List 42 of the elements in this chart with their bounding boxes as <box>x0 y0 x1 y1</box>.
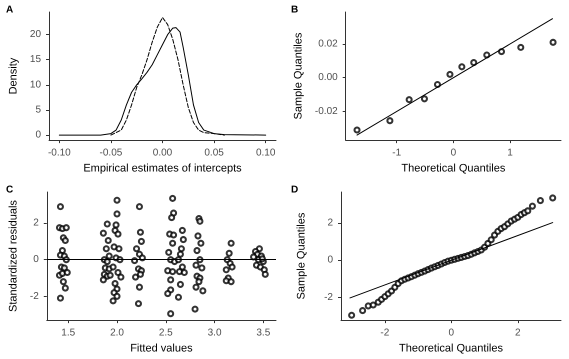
chart-title: D <box>291 184 298 196</box>
x-tick-label: 2 <box>515 328 522 339</box>
x-tick-label: 1.5 <box>61 328 76 339</box>
chart-title: A <box>6 4 14 16</box>
y-tick-label: 10 <box>30 79 42 90</box>
chart-title: C <box>6 184 14 196</box>
y-tick-label: 0.02 <box>318 38 338 50</box>
x-tick-label: 3.5 <box>256 328 271 339</box>
x-tick-label: -2 <box>380 328 390 339</box>
x-axis-title: Empirical estimates of intercepts <box>83 162 242 174</box>
y-tick-label: 20 <box>30 29 42 40</box>
y-tick-label: 0 <box>35 130 42 141</box>
y-tick-label: -2 <box>324 292 334 304</box>
x-tick-label: 0 <box>448 328 455 339</box>
y-tick-label: 0 <box>33 254 40 266</box>
y-tick-label: 15 <box>30 54 42 66</box>
y-tick-label: 5 <box>35 104 42 116</box>
x-axis-title: Theoretical Quantiles <box>401 162 506 174</box>
x-tick-label: 0.05 <box>204 148 224 159</box>
x-tick-label: 3.0 <box>208 328 222 339</box>
chart-title: B <box>291 4 298 16</box>
x-axis-title: Fitted values <box>130 342 194 354</box>
x-tick-label: -1 <box>392 148 402 159</box>
y-tick-label: 2 <box>33 218 40 229</box>
x-tick-label: 0.00 <box>152 148 173 159</box>
y-axis-title: Standardized residuals <box>8 200 20 312</box>
y-tick-label: 0.00 <box>318 72 338 84</box>
y-tick-label: 2 <box>327 217 334 228</box>
x-tick-label: 2.0 <box>110 328 124 339</box>
x-tick-label: 1 <box>507 148 514 159</box>
x-axis-title: Theoretical Quantiles <box>399 342 504 354</box>
x-tick-label: 2.5 <box>158 328 174 339</box>
y-axis-title: Density <box>8 57 20 94</box>
y-tick-label: -2 <box>30 290 40 302</box>
x-tick-label: -0.05 <box>100 148 123 159</box>
x-tick-label: -0.10 <box>48 148 72 159</box>
y-tick-label: 0 <box>327 254 334 266</box>
x-tick-label: 0 <box>450 148 457 159</box>
y-axis-title: Sample Quantiles <box>292 32 304 120</box>
x-tick-label: 0.10 <box>256 148 276 159</box>
y-tick-label: -0.02 <box>314 106 338 117</box>
y-axis-title: Sample Quantiles <box>296 212 308 300</box>
